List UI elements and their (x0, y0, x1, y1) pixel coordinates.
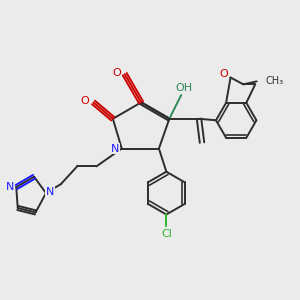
Text: OH: OH (176, 83, 193, 94)
Text: O: O (81, 96, 90, 106)
Text: Cl: Cl (161, 229, 172, 239)
Text: N: N (6, 182, 14, 192)
Text: CH₃: CH₃ (265, 76, 283, 86)
Text: N: N (111, 143, 119, 154)
Text: O: O (220, 69, 228, 79)
Text: O: O (112, 68, 121, 78)
Text: N: N (46, 187, 54, 196)
